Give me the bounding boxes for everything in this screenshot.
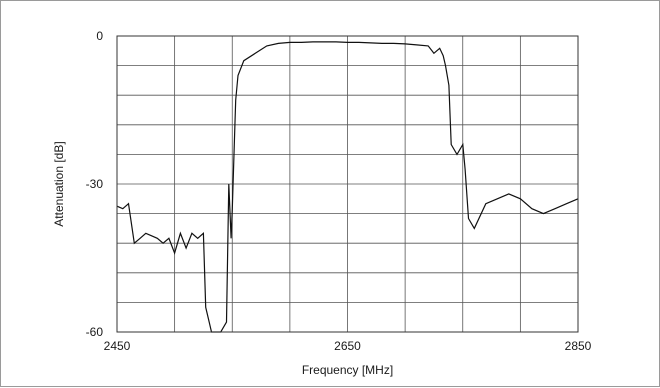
grid — [116, 35, 579, 333]
y-tick-label: -60 — [86, 325, 104, 339]
x-tick-label: 2850 — [565, 339, 592, 353]
y-tick-label: 0 — [96, 29, 103, 43]
tick-labels: 2450 2650 2850 0 -30 -60 — [86, 29, 592, 353]
x-tick-label: 2650 — [334, 339, 361, 353]
attenuation-series-line — [116, 41, 579, 333]
plot-area-border — [116, 35, 579, 333]
x-tick-label: 2450 — [104, 339, 131, 353]
x-axis-label: Frequency [MHz] — [302, 363, 393, 377]
y-tick-label: -30 — [86, 177, 104, 191]
y-axis-label: Attenuation [dB] — [52, 141, 66, 226]
